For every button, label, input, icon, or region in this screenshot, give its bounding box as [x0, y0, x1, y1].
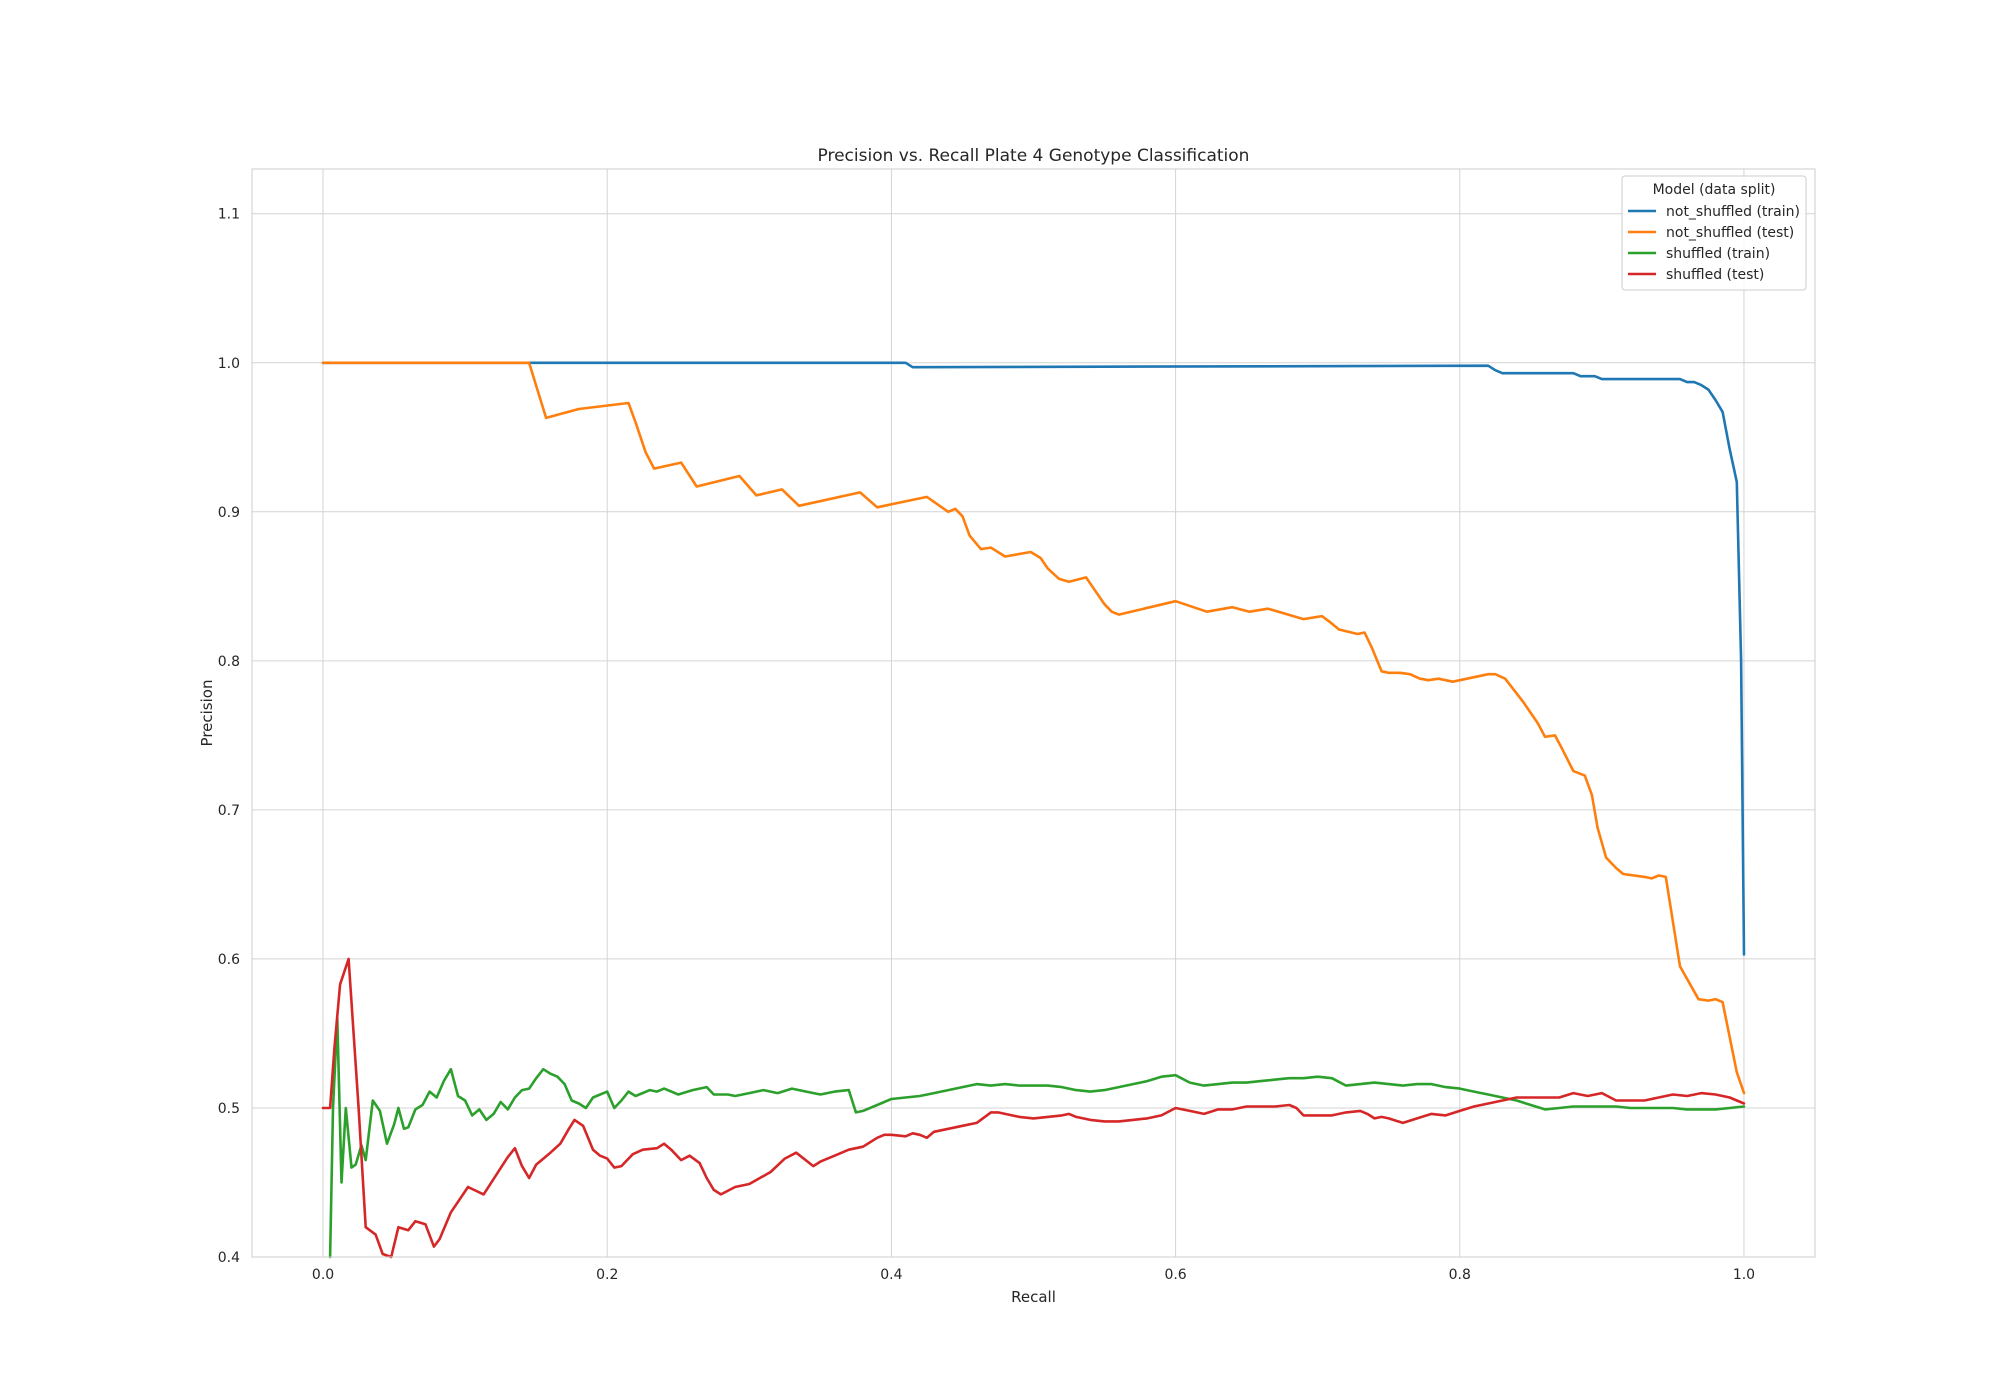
y-tick-label: 1.1: [218, 207, 240, 223]
y-tick-label: 0.8: [218, 654, 240, 670]
grid: [252, 169, 1815, 1258]
y-tick-label: 0.5: [218, 1101, 240, 1117]
x-tick-label: 0.0: [312, 1267, 334, 1283]
legend-item: shuffled (test): [1628, 267, 1764, 283]
y-tick-label: 0.9: [218, 505, 240, 521]
x-tick-label: 1.0: [1733, 1267, 1755, 1283]
series-line-not-shuffled-test: [321, 361, 1746, 1095]
legend-label: not_shuffled (test): [1666, 225, 1794, 241]
legend-label: shuffled (test): [1666, 267, 1764, 283]
x-tick-label: 0.4: [880, 1267, 902, 1283]
plot-frame: [251, 168, 1816, 1258]
legend-label: not_shuffled (train): [1666, 204, 1800, 220]
x-tick-label: 0.2: [596, 1267, 618, 1283]
legend-label: shuffled (train): [1666, 246, 1770, 262]
y-axis-label: Precision: [198, 680, 216, 747]
legend-box: [1621, 175, 1807, 291]
legend: Model (data split) not_shuffled (train)n…: [1621, 175, 1807, 291]
legend-items: not_shuffled (train) not_shuffled (test) s…: [1628, 204, 1800, 283]
y-tick-label: 0.6: [218, 952, 240, 968]
y-tick-label: 0.7: [218, 803, 240, 819]
legend-item: shuffled (train): [1628, 246, 1770, 262]
series-line-not-shuffled-train: [321, 361, 1746, 956]
legend-item: not_shuffled (train): [1628, 204, 1800, 220]
x-tick-label: 0.6: [1164, 1267, 1186, 1283]
y-tick-labels: 0.4 0.5 0.6 0.7 0.8 0.9 1.0 1.1: [218, 207, 240, 1266]
y-tick-label: 1.0: [218, 356, 240, 372]
chart-title: Precision vs. Recall Plate 4 Genotype Cl…: [818, 146, 1250, 166]
legend-item: not_shuffled (test): [1628, 225, 1794, 241]
series-line-shuffled-test: [321, 957, 1746, 1259]
series-line-shuffled-train: [328, 1017, 1746, 1259]
x-tick-label: 0.8: [1449, 1267, 1471, 1283]
legend-title: Model (data split): [1653, 182, 1776, 198]
plot-lines: [321, 361, 1746, 1259]
y-tick-label: 0.4: [218, 1250, 240, 1266]
x-tick-labels: 0.0 0.2 0.4 0.6 0.8 1.0: [312, 1267, 1755, 1283]
x-axis-label: Recall: [1011, 1288, 1056, 1306]
